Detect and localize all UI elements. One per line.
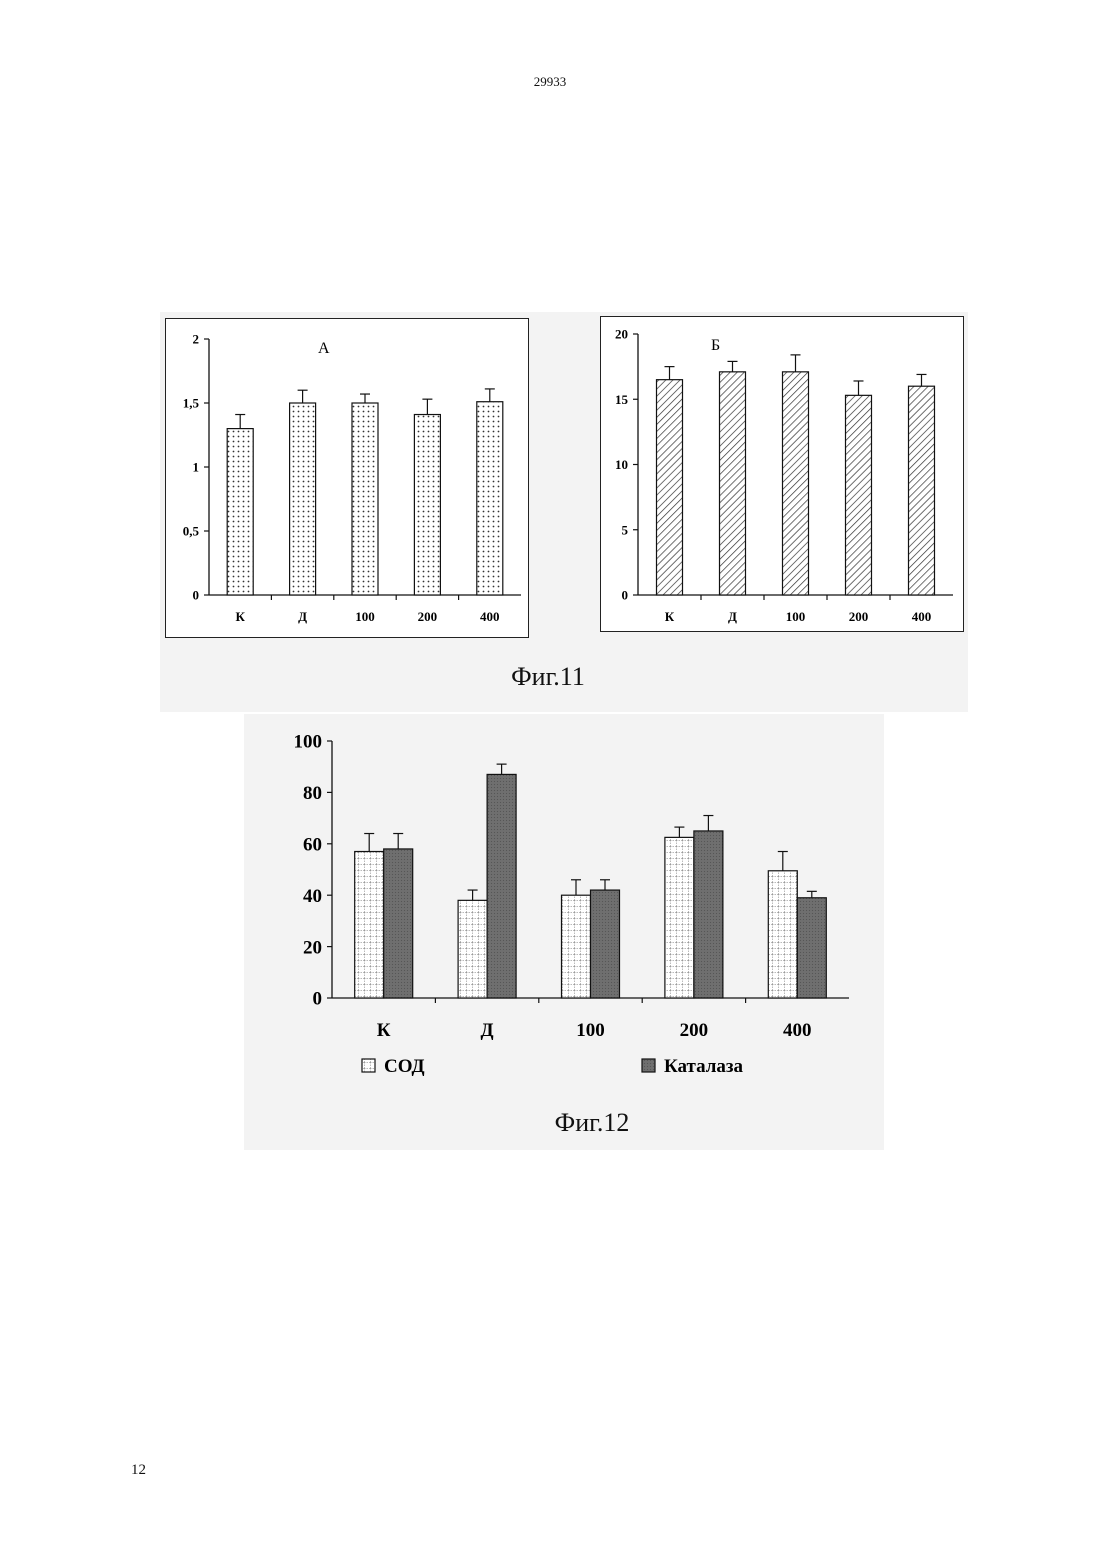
- y-tick-label: 0: [622, 588, 629, 603]
- bar: [591, 890, 620, 998]
- y-tick-label: 5: [622, 522, 629, 537]
- figure-11-panel-a: А 0 0,5 1 1,5 2 К Д 100 200 400: [165, 318, 529, 638]
- x-tick-label: 200: [680, 1020, 709, 1041]
- y-tick-label: 10: [615, 457, 628, 472]
- bar: [355, 852, 384, 998]
- y-tick-label: 1: [193, 460, 200, 475]
- bar: [797, 898, 826, 998]
- legend-label: СОД: [384, 1056, 425, 1077]
- y-tick-label: 0: [313, 989, 323, 1010]
- y-tick-label: 40: [303, 886, 322, 907]
- x-tick-label: К: [377, 1020, 391, 1041]
- bar: [352, 403, 378, 595]
- y-tick-label: 60: [303, 834, 322, 855]
- page-number: 12: [131, 1462, 146, 1479]
- y-tick-label: 0,5: [183, 524, 200, 539]
- legend-swatch: [362, 1059, 375, 1072]
- bar: [562, 895, 591, 998]
- figure-11-panel-b: Б 0 5 10 15 20 К Д 100 200 400: [600, 316, 964, 632]
- y-tick-label: 1,5: [183, 396, 200, 411]
- chart-panel-b: Б 0 5 10 15 20 К Д 100 200 400: [601, 317, 963, 631]
- bar: [384, 849, 413, 998]
- y-tick-label: 20: [303, 937, 322, 958]
- x-tick-label: Д: [728, 609, 737, 624]
- bar: [657, 380, 683, 595]
- bar: [414, 415, 440, 595]
- chart-panel-a: А 0 0,5 1 1,5 2 К Д 100 200 400: [166, 319, 528, 637]
- x-tick-label: Д: [298, 609, 307, 624]
- y-tick-label: 80: [303, 783, 322, 804]
- panel-a-label: А: [318, 340, 330, 357]
- x-tick-label: 400: [912, 609, 932, 624]
- y-tick-label: 20: [615, 327, 628, 342]
- panel-b-label: Б: [711, 337, 720, 354]
- x-tick-label: 200: [849, 609, 869, 624]
- bar: [720, 372, 746, 595]
- bar: [909, 386, 935, 595]
- figure-11-caption: Фиг.11: [448, 662, 648, 692]
- bar: [227, 429, 253, 595]
- bar: [783, 372, 809, 595]
- x-tick-label: 400: [783, 1020, 812, 1041]
- x-tick-label: К: [235, 609, 245, 624]
- legend-swatch: [642, 1059, 655, 1072]
- y-tick-label: 15: [615, 392, 629, 407]
- figure-12-caption: Фиг.12: [492, 1108, 692, 1138]
- x-tick-label: 100: [576, 1020, 605, 1041]
- bar: [768, 871, 797, 998]
- x-tick-label: 200: [418, 609, 438, 624]
- bar: [694, 831, 723, 998]
- bar: [487, 774, 516, 998]
- y-tick-label: 100: [294, 732, 323, 753]
- bar: [477, 402, 503, 595]
- x-tick-label: Д: [481, 1020, 494, 1041]
- bar: [458, 900, 487, 998]
- x-tick-label: К: [665, 609, 675, 624]
- document-number: 29933: [0, 74, 1100, 90]
- bar: [846, 395, 872, 595]
- y-tick-label: 2: [193, 332, 200, 347]
- x-tick-label: 100: [786, 609, 806, 624]
- chart-figure-12: 0 20 40 60 80 100 К Д 100 200 400 СОД Каталаза: [244, 714, 884, 1104]
- bar: [290, 403, 316, 595]
- x-tick-label: 100: [355, 609, 375, 624]
- legend-label: Каталаза: [664, 1056, 744, 1077]
- x-tick-label: 400: [480, 609, 500, 624]
- y-tick-label: 0: [193, 588, 200, 603]
- bar: [665, 837, 694, 998]
